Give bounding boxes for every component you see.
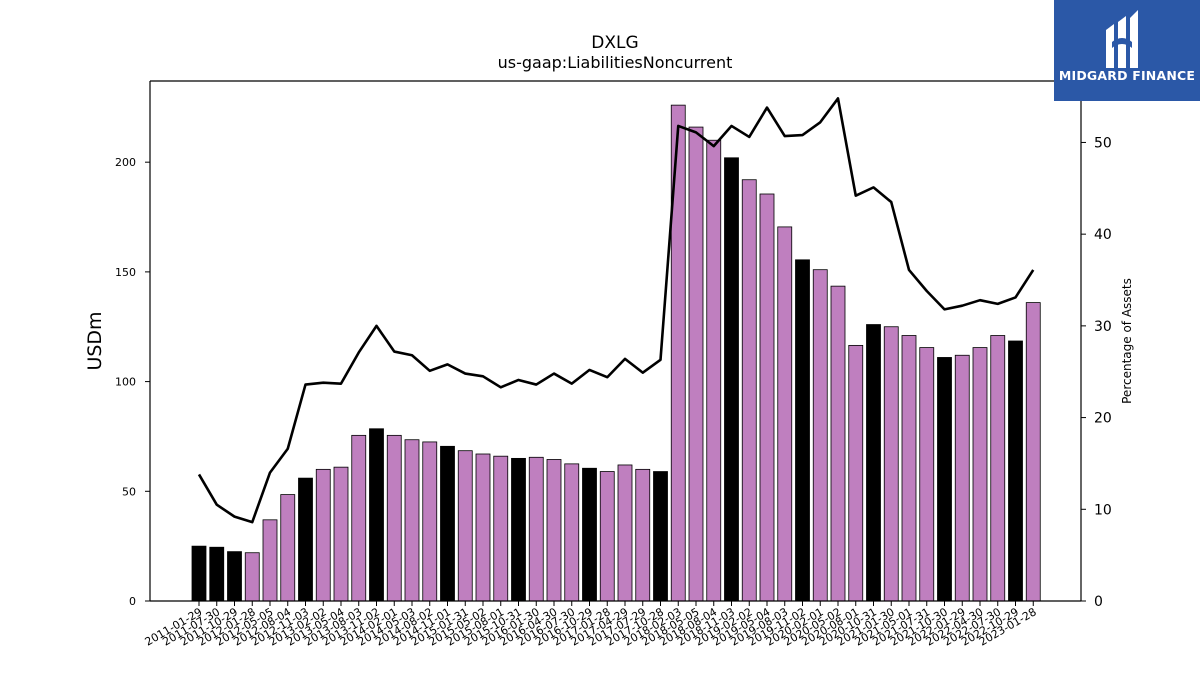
y2-tick-label-10: 10 [1094,502,1112,518]
bar-2016-04-30 [546,459,562,602]
bar-2011-07-30 [209,546,225,602]
bar-2014-11-01 [440,445,455,602]
bar-2017-07-29 [635,468,651,602]
y2-tick-label-50: 50 [1094,135,1112,151]
y-tick-label-200: 200 [115,156,136,169]
bar-2013-08-03 [351,434,367,602]
bar-2014-08-02 [422,441,438,602]
bar-2020-05-02 [830,285,846,602]
bar-2012-01-28 [244,552,260,602]
bar-2022-04-30 [972,347,988,602]
bar-2015-08-01 [493,455,509,602]
bar-2011-01-29 [191,545,207,602]
bar-2018-11-03 [724,157,739,602]
bar-2015-10-31 [511,457,526,602]
brand-name: MIDGARD FINANCE [1058,68,1196,83]
y2-tick-label-20: 20 [1094,411,1112,427]
y2-tick-label-30: 30 [1094,319,1112,335]
bar-2016-01-30 [528,456,544,602]
y2-tick-label-0: 0 [1094,594,1103,610]
bar-2015-05-02 [475,453,491,602]
bar-2021-07-31 [919,347,935,602]
bar-2013-11-02 [369,428,384,602]
pct-assets-line [197,97,1035,524]
bar-2018-05-05 [688,126,704,602]
y2-tick-label-40: 40 [1094,227,1112,243]
bar-2019-05-04 [759,193,775,602]
bar-2017-10-28 [653,471,668,602]
line-group [197,97,1035,524]
bar-2021-01-30 [883,326,899,602]
bar-2020-08-01 [848,344,864,602]
bar-2013-02-02 [315,468,331,602]
bar-2022-07-30 [990,335,1006,602]
bar-2017-04-29 [617,464,633,602]
y-tick-label-50: 50 [122,485,136,498]
bar-2019-08-03 [777,226,793,602]
bar-2014-02-01 [386,434,402,602]
bar-2012-08-04 [280,494,296,602]
bar-2012-05-05 [262,519,278,602]
chart-title: DXLG [591,33,638,53]
bar-2017-01-28 [599,471,615,602]
chart-subtitle: us-gaap:LiabilitiesNoncurrent [498,53,733,72]
bar-2013-05-04 [333,466,349,602]
bar-2016-07-30 [564,463,580,602]
y2-axis-label: Percentage of Assets [1120,278,1134,404]
bar-2011-10-29 [227,551,242,602]
y-tick-label-0: 0 [129,595,136,608]
axes-group: 050100150200010203040502011-01-292011-07… [115,80,1112,649]
bar-2012-11-03 [298,477,313,602]
y-axis-label: USDm [84,311,106,370]
bar-2018-08-04 [706,139,722,602]
bar-2020-10-31 [866,324,881,602]
bars-group [191,104,1041,602]
y-tick-label-150: 150 [115,266,136,279]
y-tick-label-100: 100 [115,376,136,389]
bar-2020-02-01 [812,269,828,602]
bar-2016-10-29 [582,467,597,602]
bar-2015-01-31 [457,450,473,602]
brand-logo: MIDGARD FINANCE [1054,0,1200,101]
bar-2019-11-02 [795,259,810,602]
brand-mark-icon [1106,10,1138,68]
bar-2022-01-29 [954,354,970,602]
bar-2021-05-01 [901,335,917,602]
bar-2022-10-29 [1008,340,1023,602]
bar-2021-10-30 [937,357,952,602]
bar-2014-05-03 [404,439,420,602]
bar-2023-01-28 [1025,302,1041,602]
bar-2019-02-02 [741,179,757,602]
